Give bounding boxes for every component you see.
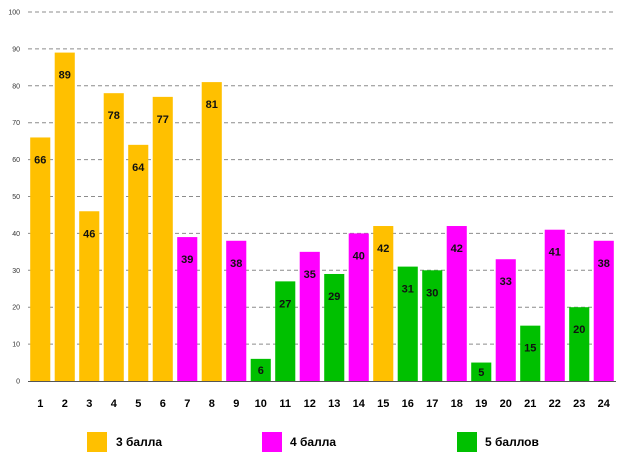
x-tick-label-12: 12 [304,398,316,410]
legend: 3 балла 4 балла 5 баллов [87,432,539,452]
legend-label-3: 3 балла [116,435,162,449]
x-tick-label-4: 4 [111,398,118,410]
bar-value-label-12: 35 [304,269,316,281]
bar-value-label-13: 29 [328,291,340,303]
x-tick-label-1: 1 [37,398,43,410]
y-tick-label-50: 50 [12,194,20,201]
bar-value-label-2: 89 [59,70,71,82]
x-tick-label-7: 7 [184,398,190,410]
y-tick-label-10: 10 [12,342,20,349]
bar-7 [177,237,198,381]
x-tick-label-23: 23 [573,398,585,410]
bar-22 [544,229,565,381]
bar-12 [299,251,320,381]
bar-20 [495,259,516,381]
legend-item-4: 4 балла [262,432,336,452]
bar-1 [30,137,51,381]
y-tick-label-70: 70 [12,120,20,127]
x-tick-label-2: 2 [62,398,68,410]
y-tick-label-40: 40 [12,231,20,238]
bar-15 [373,226,394,381]
legend-swatch-4 [262,432,282,452]
x-tick-label-6: 6 [160,398,166,410]
x-tick-label-20: 20 [500,398,512,410]
x-tick-label-3: 3 [86,398,92,410]
bar-value-label-4: 78 [108,110,120,122]
bar-value-label-16: 31 [402,284,414,296]
bar-21 [520,325,541,381]
x-tick-label-16: 16 [402,398,414,410]
x-tick-label-10: 10 [255,398,267,410]
bar-value-label-22: 41 [549,247,561,259]
x-tick-label-21: 21 [524,398,536,410]
bar-value-label-14: 40 [353,250,365,262]
x-tick-label-17: 17 [426,398,438,410]
bar-value-label-19: 5 [478,367,484,379]
legend-label-4: 4 балла [290,435,336,449]
bar-value-label-9: 38 [230,258,242,270]
bar-value-label-8: 81 [206,99,218,111]
bars: 66 89 46 78 64 77 39 81 38 6 27 35 29 40 42 31 30 42 5 33 15… [30,52,614,382]
bar-13 [324,273,345,381]
bar-17 [422,270,443,381]
x-tick-label-8: 8 [209,398,215,410]
y-tick-label-60: 60 [12,157,20,164]
bar-value-label-23: 20 [573,324,585,336]
y-tick-label-90: 90 [12,46,20,53]
legend-item-5: 5 баллов [457,432,539,452]
grid-lines [28,11,616,345]
x-tick-label-11: 11 [279,398,291,410]
bar-value-label-3: 46 [83,228,95,240]
legend-swatch-3 [87,432,107,452]
legend-label-5: 5 баллов [485,435,539,449]
bar-23 [569,307,590,381]
bar-value-label-7: 39 [181,254,193,266]
bar-19 [471,362,492,381]
bar-2 [54,52,75,382]
bar-value-label-6: 77 [157,114,169,126]
bar-11 [275,281,296,381]
x-axis-ticks: 1 2 3 4 5 6 7 8 9 10 11 12 13 14 15 16 17 18 19 20 21 22 23 24 [37,398,611,410]
bar-16 [397,266,418,381]
bar-5 [128,144,149,381]
x-tick-label-5: 5 [135,398,141,410]
bar-14 [348,233,369,381]
legend-swatch-5 [457,432,477,452]
x-tick-label-18: 18 [451,398,463,410]
bar-8 [201,82,222,382]
bar-3 [79,211,100,381]
bar-value-label-21: 15 [524,343,536,355]
x-tick-label-19: 19 [475,398,487,410]
bar-value-label-15: 42 [377,243,389,255]
bar-4 [103,93,124,382]
bar-value-label-20: 33 [500,276,512,288]
bar-6 [152,96,173,382]
x-tick-label-13: 13 [328,398,340,410]
y-axis-ticks: 0 10 20 30 40 50 60 70 80 90 100 [8,10,20,386]
x-tick-label-14: 14 [353,398,366,410]
x-tick-label-15: 15 [377,398,389,410]
x-tick-label-22: 22 [549,398,561,410]
bar-value-label-10: 6 [258,365,264,377]
x-tick-label-24: 24 [598,398,611,410]
y-tick-label-80: 80 [12,83,20,90]
bar-value-label-24: 38 [598,258,610,270]
bar-value-label-5: 64 [132,162,145,174]
bar-value-label-18: 42 [451,243,463,255]
y-tick-label-20: 20 [12,305,20,312]
y-tick-label-30: 30 [12,268,20,275]
x-tick-label-9: 9 [233,398,239,410]
bar-value-label-17: 30 [426,287,438,299]
bar-10 [250,358,271,381]
y-tick-label-0: 0 [16,379,20,386]
bar-value-label-11: 27 [279,298,291,310]
bar-9 [226,240,247,381]
bar-value-label-1: 66 [34,154,46,166]
bar-18 [446,226,467,381]
bar-24 [593,240,614,381]
y-tick-label-100: 100 [8,10,20,17]
legend-item-3: 3 балла [87,432,162,452]
